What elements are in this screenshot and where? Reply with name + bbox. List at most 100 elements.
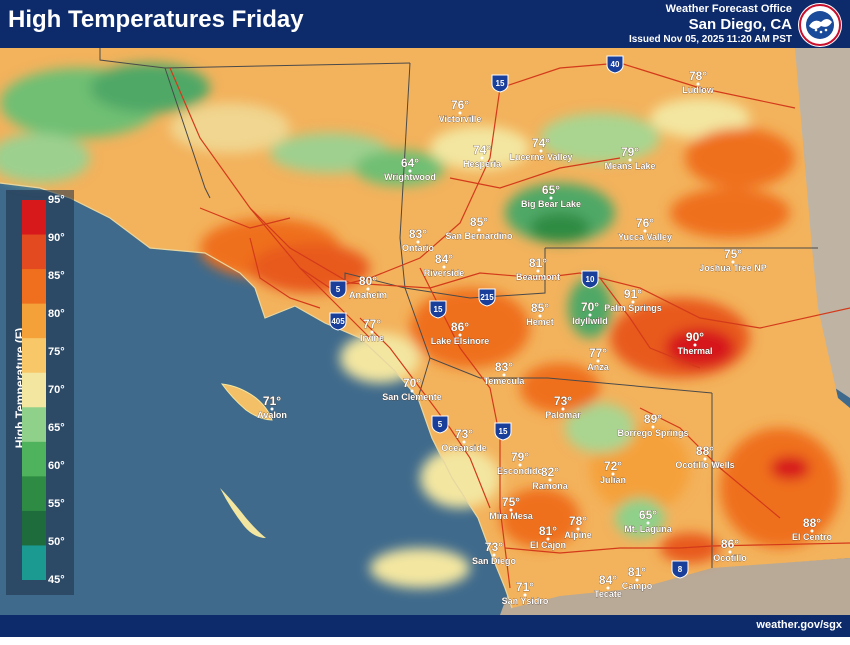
interstate-number: 8 <box>678 565 683 574</box>
city-name: Anza <box>587 362 609 372</box>
interstate-shield-icon: 15 <box>491 74 509 93</box>
city-name: Palomar <box>545 410 581 420</box>
city-temperature: 85° <box>531 301 549 315</box>
city-name: Ontario <box>402 243 435 253</box>
city-marker <box>693 343 697 347</box>
city-name: Hesperia <box>463 159 502 169</box>
city-marker <box>606 586 610 590</box>
city-marker <box>731 260 735 264</box>
city-name: Yucca Valley <box>618 232 672 242</box>
interstate-number: 215 <box>480 293 494 302</box>
city-temperature: 81° <box>539 524 557 538</box>
interstate-number: 5 <box>336 285 341 294</box>
road-network <box>169 62 850 589</box>
legend-tick-label: 55° <box>48 498 65 510</box>
city-temperature: 76° <box>451 98 469 112</box>
city-name: Ludlow <box>682 85 714 95</box>
city-marker <box>588 313 592 317</box>
san-clemente-island <box>220 488 266 538</box>
interstate-shield-icon: 5 <box>431 415 449 434</box>
legend-tick-label: 80° <box>48 308 65 320</box>
interstate-number: 15 <box>496 79 505 88</box>
city-marker <box>635 578 639 582</box>
city-temperature: 91° <box>624 287 642 301</box>
interstate-shield-icon: 8 <box>671 560 689 579</box>
city-name: Irvine <box>360 333 384 343</box>
city-name: El Centro <box>792 532 833 542</box>
city-temperature: 81° <box>628 565 646 579</box>
city-temperature: 89° <box>644 412 662 426</box>
city-name: Lake Elsinore <box>431 336 490 346</box>
legend-tick-label: 95° <box>48 194 65 206</box>
interstate-number: 5 <box>438 420 443 429</box>
city-marker <box>549 196 553 200</box>
city-temperature: 64° <box>401 156 419 170</box>
city-name: Tecate <box>594 589 622 599</box>
county-borders <box>99 48 818 568</box>
legend-swatch <box>22 441 46 477</box>
city-temperature: 84° <box>599 573 617 587</box>
city-marker <box>576 527 580 531</box>
legend-color-bar <box>22 200 46 580</box>
city-name: Escondido <box>497 466 544 476</box>
legend-tick-label: 65° <box>48 422 65 434</box>
city-name: Palm Springs <box>604 303 662 313</box>
city-name: Joshua Tree NP <box>699 263 767 273</box>
office-name: Weather Forecast Office <box>665 3 792 15</box>
city-temperature: 84° <box>435 252 453 266</box>
city-temperature: 73° <box>455 427 473 441</box>
city-name: Big Bear Lake <box>521 199 581 209</box>
city-marker <box>410 389 414 393</box>
legend-tick-label: 60° <box>48 460 65 472</box>
interstate-shield-icon: 40 <box>606 55 624 74</box>
city-name: Borrego Springs <box>617 428 688 438</box>
city-name: Victorville <box>439 114 482 124</box>
nws-logo-icon <box>798 3 842 47</box>
city-marker <box>523 593 527 597</box>
city-name: Mira Mesa <box>489 511 534 521</box>
city-temperature: 71° <box>516 580 534 594</box>
city-marker <box>442 265 446 269</box>
city-marker <box>561 407 565 411</box>
city-name: Temecula <box>484 376 526 386</box>
city-marker <box>546 537 550 541</box>
legend-swatch <box>22 303 46 339</box>
coastline <box>0 182 513 609</box>
city-temperature: 78° <box>689 69 707 83</box>
city-name: Alpine <box>564 530 592 540</box>
city-name: Ocotillo Wells <box>675 460 734 470</box>
city-temperature: 65° <box>542 183 560 197</box>
footer-url: weather.gov/sgx <box>756 619 842 631</box>
city-temperature: 70° <box>581 300 599 314</box>
city-temperature: 78° <box>569 514 587 528</box>
city-temperature: 77° <box>363 317 381 331</box>
interstate-number: 15 <box>434 305 443 314</box>
city-name: Mt. Laguna <box>624 524 672 534</box>
city-marker <box>628 158 632 162</box>
issued-timestamp: Issued Nov 05, 2025 11:20 AM PST <box>628 34 792 45</box>
legend-tick-label: 85° <box>48 270 65 282</box>
city-marker <box>370 330 374 334</box>
arizona-land <box>790 48 850 398</box>
legend-tick-label: 45° <box>48 574 65 586</box>
city-name: Julian <box>600 475 626 485</box>
city-temperature: 80° <box>359 274 377 288</box>
interstate-number: 405 <box>331 317 345 326</box>
city-name: Anaheim <box>349 290 387 300</box>
city-name: Lucerne Valley <box>509 152 572 162</box>
city-marker <box>536 269 540 273</box>
city-temperature: 70° <box>403 376 421 390</box>
office-block: Weather Forecast Office San Diego, CA Is… <box>629 3 792 45</box>
city-name: Oceanside <box>441 443 487 453</box>
city-marker <box>651 425 655 429</box>
city-temperature: 74° <box>532 136 550 150</box>
interstate-shield-icon: 215 <box>478 288 496 307</box>
city-temperature: 83° <box>495 360 513 374</box>
legend-swatch <box>22 476 46 512</box>
interstate-shield-icon: 15 <box>429 300 447 319</box>
city-marker <box>270 407 274 411</box>
legend-swatch <box>22 200 46 236</box>
city-name: San Ysidro <box>502 596 549 606</box>
interstate-shield-icon: 10 <box>581 270 599 289</box>
